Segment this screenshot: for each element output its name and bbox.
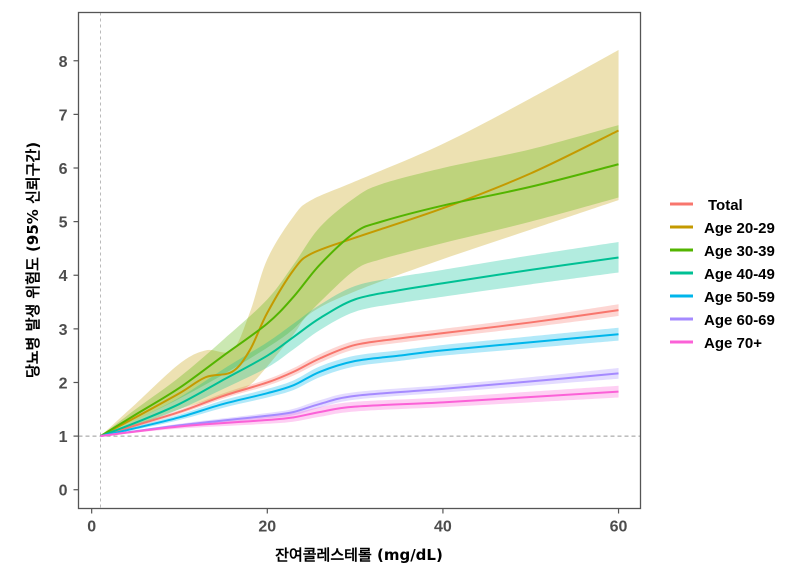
x-tick-label: 40 [434, 519, 452, 536]
y-tick-label: 4 [59, 268, 68, 285]
series-line-age-60-69 [100, 372, 619, 438]
y-tick-label: 7 [59, 107, 68, 124]
y-tick-label: 3 [59, 322, 68, 339]
x-axis-label: 잔여콜레스테롤 (mg/dL) [275, 546, 443, 564]
series-lines [99, 129, 619, 438]
series-line-total [100, 309, 619, 438]
legend-label: Total [708, 197, 743, 214]
legend-item-total: Total [670, 197, 743, 214]
ci-band-age-30-39 [100, 125, 619, 437]
y-axis-label: 당뇨병 발생 위험도 (95% 신뢰구간) [24, 142, 42, 378]
y-tick-label: 0 [59, 483, 68, 500]
x-tick-label: 60 [610, 519, 628, 536]
confidence-bands [100, 50, 619, 437]
series-line-age-30-39 [99, 163, 619, 437]
y-tick-label: 6 [59, 161, 68, 178]
x-tick-label: 20 [258, 519, 276, 536]
legend-item-age-30-39: Age 30-39 [670, 243, 775, 260]
y-tick-label: 5 [59, 215, 68, 232]
legend: Total Age 20-29 Age 30-39 Age 40-49 Age 50-5… [670, 197, 775, 352]
series-line-age-50-59 [100, 333, 619, 438]
legend-item-age-20-29: Age 20-29 [670, 220, 775, 237]
series-line-age-70 [100, 390, 619, 438]
legend-item-age-40-49: Age 40-49 [670, 266, 775, 283]
legend-label: Age 70+ [704, 335, 762, 352]
legend-item-age-60-69: Age 60-69 [670, 312, 775, 329]
x-axis: 0 20 40 60 [87, 508, 628, 536]
y-tick-label: 1 [59, 429, 68, 446]
ci-band-age-20-29 [100, 50, 619, 437]
legend-item-age-50-59: Age 50-59 [670, 289, 775, 306]
y-tick-label: 8 [59, 54, 68, 71]
reference-lines [78, 12, 641, 509]
y-axis: 0 1 2 3 4 5 6 7 8 [59, 54, 79, 500]
y-tick-label: 2 [59, 375, 68, 392]
series-line-age-40-49 [100, 256, 619, 438]
x-tick-label: 0 [87, 519, 96, 536]
legend-label: Age 30-39 [704, 243, 775, 260]
legend-label: Age 50-59 [704, 289, 775, 306]
plot-panel-border [77, 11, 642, 510]
legend-label: Age 20-29 [704, 220, 775, 237]
legend-label: Age 60-69 [704, 312, 775, 329]
legend-item-age-70: Age 70+ [670, 335, 762, 352]
legend-label: Age 40-49 [704, 266, 775, 283]
